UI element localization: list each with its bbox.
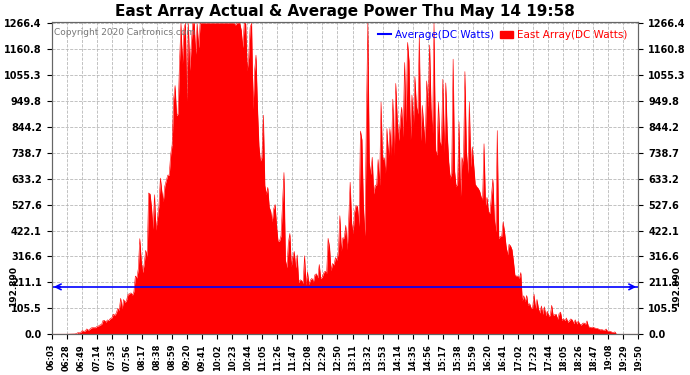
Text: Copyright 2020 Cartronics.com: Copyright 2020 Cartronics.com (55, 28, 195, 37)
Text: 192.890: 192.890 (9, 266, 18, 308)
Legend: Average(DC Watts), East Array(DC Watts): Average(DC Watts), East Array(DC Watts) (378, 30, 627, 40)
Text: 192.890: 192.890 (672, 266, 681, 308)
Title: East Array Actual & Average Power Thu May 14 19:58: East Array Actual & Average Power Thu Ma… (115, 4, 575, 19)
